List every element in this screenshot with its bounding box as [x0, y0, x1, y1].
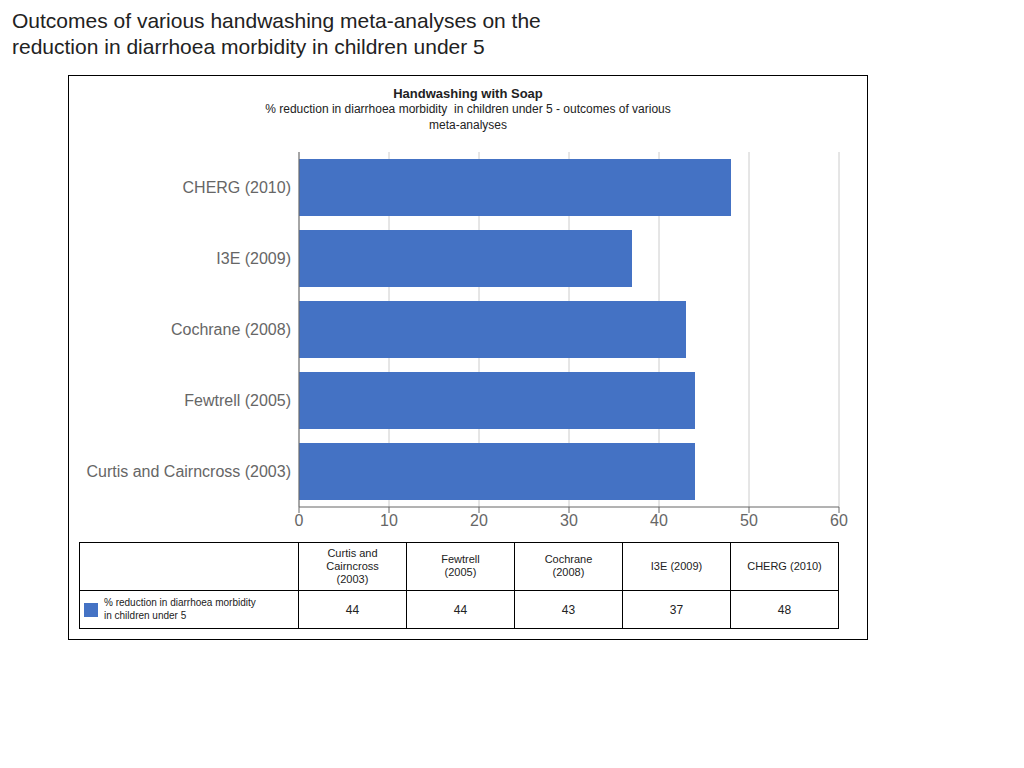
svg-text:Curtis and Cairncross (2003): Curtis and Cairncross (2003)	[86, 463, 291, 480]
svg-text:0: 0	[295, 512, 304, 529]
svg-text:60: 60	[830, 512, 848, 529]
html-text:Outcomes of various handwashin: Outcomes of various handwashing meta-ana…	[12, 9, 541, 59]
svg-text:Fewtrell (2005): Fewtrell (2005)	[184, 392, 291, 409]
svg-text:40: 40	[650, 512, 668, 529]
html-text:Curtis and Cairncross (2003): Curtis and Cairncross (2003)	[326, 546, 379, 585]
html-text:I3E (2009): I3E (2009)	[650, 559, 703, 572]
html-text:% reduction in diarrhoea morbi: % reduction in diarrhoea morbidity in ch…	[265, 102, 671, 132]
svg-text:30: 30	[560, 512, 578, 529]
html-text:37: 37	[669, 602, 684, 617]
html-text:CHERG (2010): CHERG (2010)	[747, 559, 822, 572]
html-text:Cochrane (2008): Cochrane (2008)	[544, 553, 593, 579]
svg-text:I3E (2009): I3E (2009)	[216, 250, 291, 267]
html-text:44: 44	[345, 602, 360, 617]
html-text:48: 48	[777, 602, 792, 617]
html-text:Fewtrell (2005): Fewtrell (2005)	[441, 553, 480, 579]
svg-text:50: 50	[740, 512, 758, 529]
svg-text:20: 20	[470, 512, 488, 529]
html-text:% reduction in diarrhoea morbi: % reduction in diarrhoea morbidity in ch…	[104, 597, 256, 621]
svg-text:10: 10	[380, 512, 398, 529]
html-text:Handwashing with Soap: Handwashing with Soap	[393, 85, 543, 101]
html-text:44: 44	[453, 602, 468, 617]
html-text:43: 43	[561, 602, 576, 617]
svg-text:CHERG (2010): CHERG (2010)	[183, 179, 291, 196]
svg-text:Cochrane (2008): Cochrane (2008)	[171, 321, 291, 338]
